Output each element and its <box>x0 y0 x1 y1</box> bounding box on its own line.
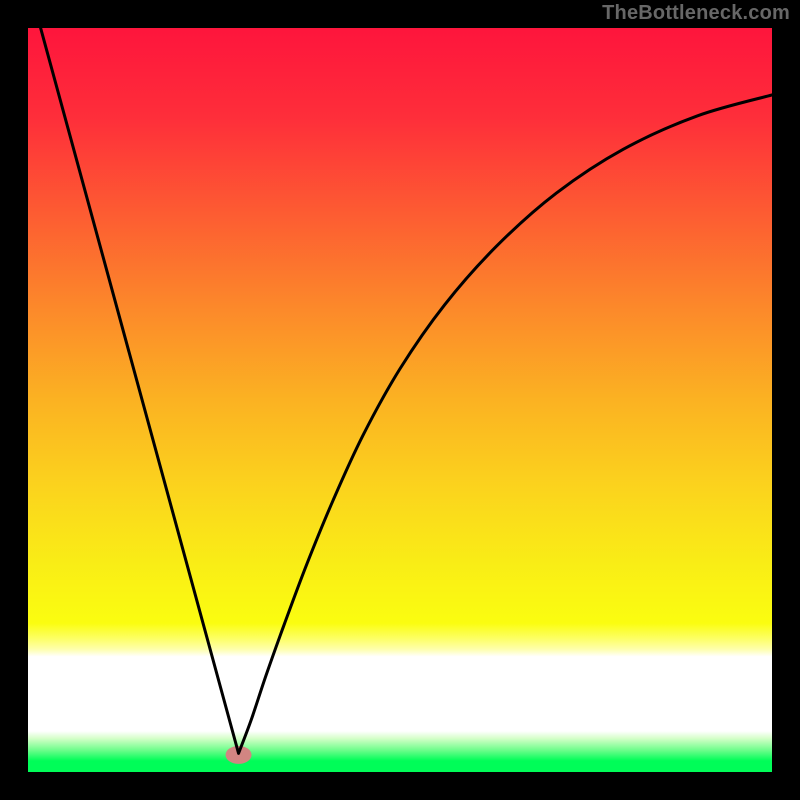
chart-background <box>28 28 772 772</box>
chart-container: TheBottleneck.com <box>0 0 800 800</box>
bottleneck-curve-chart <box>0 0 800 800</box>
watermark-label: TheBottleneck.com <box>602 2 790 25</box>
